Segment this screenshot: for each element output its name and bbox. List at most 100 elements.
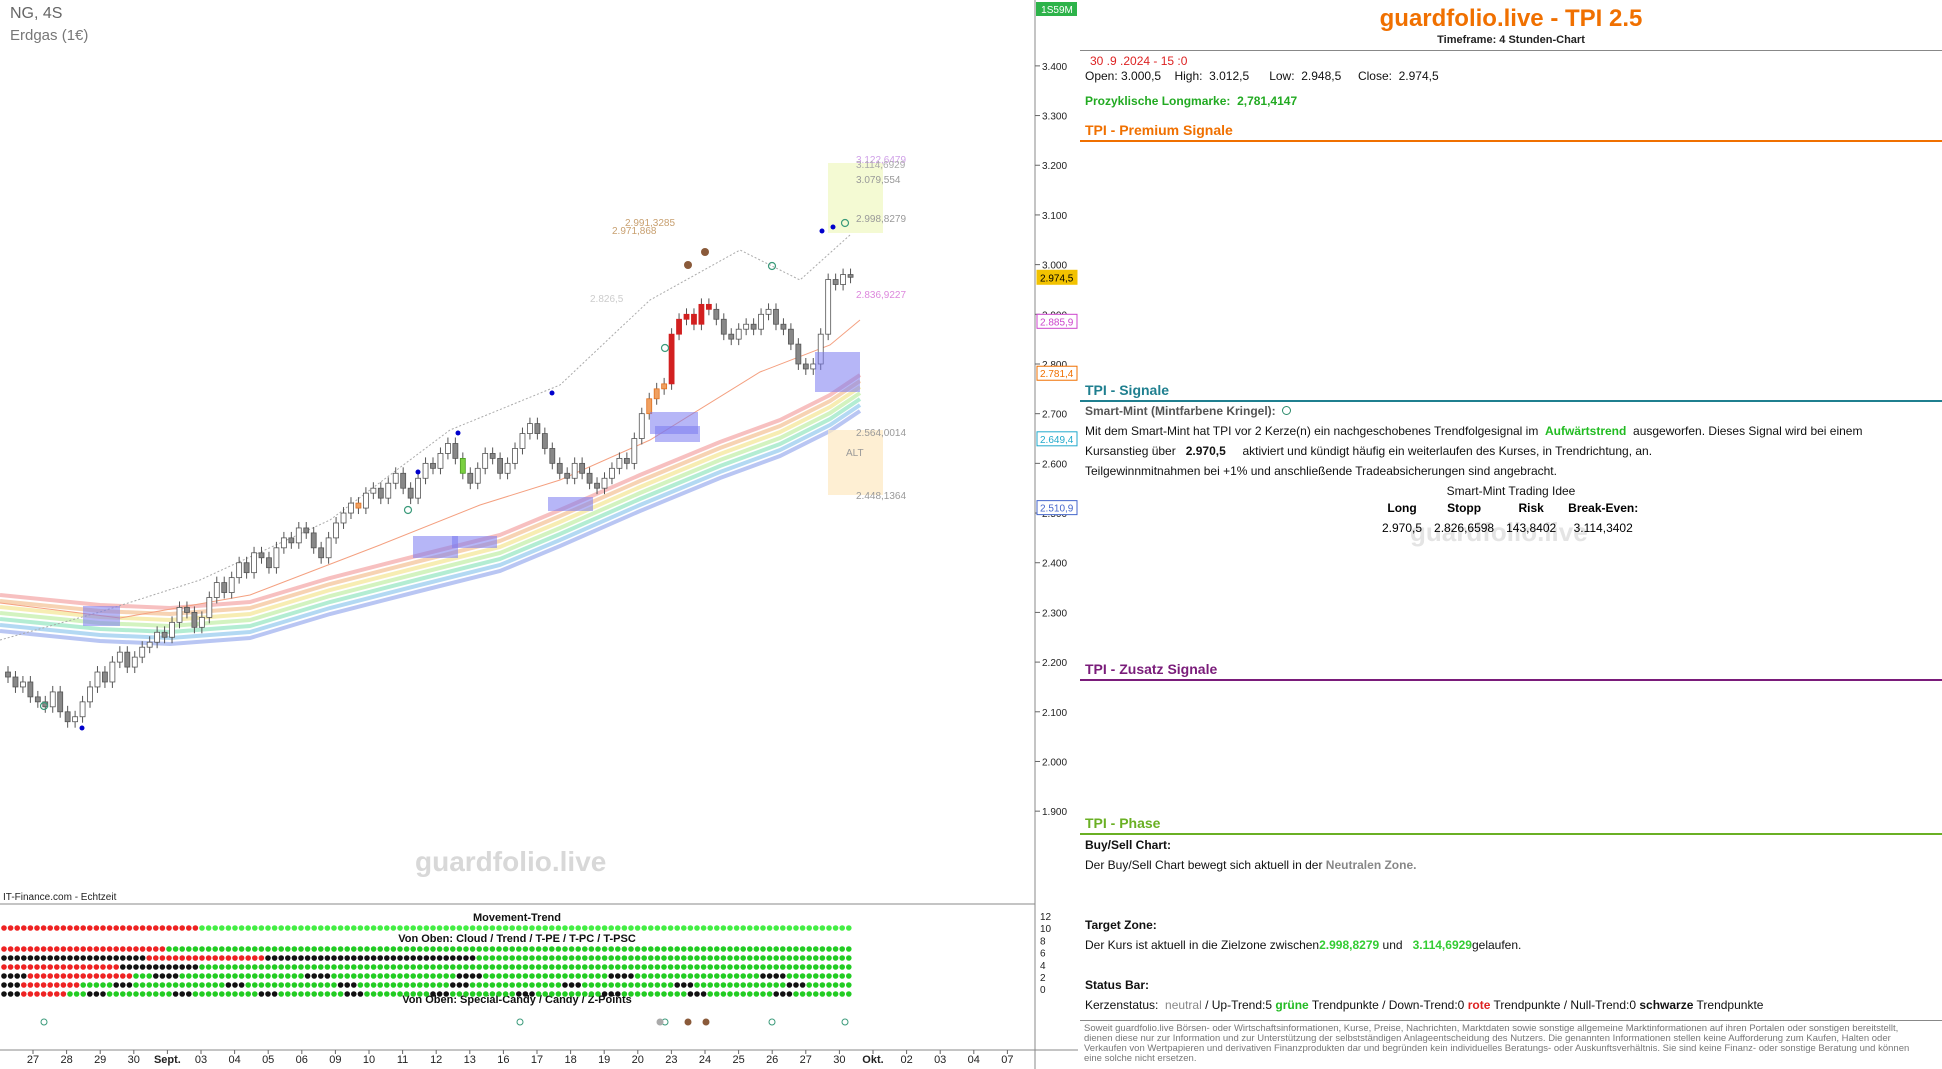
- candle-body: [489, 453, 496, 459]
- trend-dot: [106, 946, 113, 952]
- candle-body: [333, 522, 339, 539]
- trend-dot: [47, 991, 53, 997]
- trend-dot: [232, 955, 238, 961]
- x-tick-label: 26: [766, 1054, 778, 1066]
- trend-dot: [469, 925, 476, 931]
- trend-dot: [846, 991, 852, 997]
- sb-trendpunkte: Trendpunkte: [1696, 998, 1764, 1012]
- trend-dot: [172, 982, 179, 988]
- trend-dot: [351, 964, 357, 970]
- trend-dot: [357, 982, 364, 988]
- candle-body: [713, 308, 720, 320]
- trend-dot: [186, 925, 192, 931]
- trend-dot: [186, 991, 192, 997]
- candle-body: [504, 462, 511, 474]
- trend-dot: [601, 946, 608, 952]
- trend-dot: [846, 982, 852, 988]
- trend-dot: [166, 982, 172, 988]
- indicator-scale-label: 10: [1040, 924, 1052, 935]
- trend-dot: [192, 964, 199, 970]
- trend-dot: [463, 946, 469, 952]
- trend-dot: [760, 982, 766, 988]
- x-tick-label: 28: [60, 1054, 72, 1066]
- trend-dot: [773, 925, 779, 931]
- trend-dot: [192, 955, 199, 961]
- trend-dot: [60, 973, 67, 979]
- candle-body: [609, 467, 615, 479]
- trend-dot: [641, 964, 647, 970]
- chart-pane[interactable]: 1S59M3.4003.3003.2003.1003.0002.9002.800…: [0, 0, 1078, 1069]
- trend-dot: [469, 946, 476, 952]
- trend-dot: [476, 991, 483, 997]
- trend-dot: [80, 973, 86, 979]
- trend-dot: [304, 991, 311, 997]
- trend-dot: [608, 991, 614, 997]
- trend-dot: [410, 973, 417, 979]
- high-value: 3.012,5: [1209, 69, 1250, 83]
- trend-dot: [344, 973, 351, 979]
- trend-dot: [139, 955, 146, 961]
- trend-dot: [621, 925, 628, 931]
- trend-dot: [34, 973, 40, 979]
- trend-dot: [318, 955, 324, 961]
- trend-dot: [806, 973, 812, 979]
- trend-dot: [60, 964, 67, 970]
- trend-dot: [694, 982, 700, 988]
- tz-high: 3.114,6929: [1412, 938, 1472, 952]
- trend-dot: [615, 973, 621, 979]
- trend-dot: [54, 955, 60, 961]
- trend-dot: [628, 973, 634, 979]
- trend-dot: [634, 946, 641, 952]
- trend-dot: [463, 973, 469, 979]
- trend-dot: [27, 946, 34, 952]
- trend-dot: [562, 982, 568, 988]
- trend-dot: [377, 955, 384, 961]
- trend-dot: [384, 925, 390, 931]
- trend-dot: [417, 946, 423, 952]
- trend-dot: [582, 925, 588, 931]
- trend-dot: [450, 964, 456, 970]
- trend-dot: [139, 991, 146, 997]
- signal-box: [452, 536, 497, 548]
- trend-dot: [846, 946, 852, 952]
- trend-dot: [67, 955, 73, 961]
- trend-dot: [106, 991, 113, 997]
- x-tick-label: 07: [1001, 1054, 1013, 1066]
- trend-dot: [331, 964, 337, 970]
- trend-dot: [469, 964, 476, 970]
- trend-dot: [113, 925, 119, 931]
- trend-dot: [133, 964, 139, 970]
- trend-dot: [298, 925, 304, 931]
- trend-dot: [522, 973, 529, 979]
- trend-dot: [192, 982, 199, 988]
- chart-annotation: 2.448,1364: [856, 491, 906, 502]
- trend-dot: [278, 925, 285, 931]
- trend-dot: [839, 955, 845, 961]
- trend-dot: [318, 991, 324, 997]
- smart-mint-circle: [403, 505, 413, 515]
- trend-dot: [436, 982, 443, 988]
- trend-dot: [714, 991, 720, 997]
- trend-dot: [298, 946, 304, 952]
- price-chart[interactable]: 1S59M3.4003.3003.2003.1003.0002.9002.800…: [0, 0, 1078, 1069]
- trend-dot: [166, 925, 172, 931]
- trend-dot: [153, 955, 159, 961]
- trend-dot: [126, 991, 133, 997]
- candle-body: [57, 691, 64, 713]
- trend-dot: [311, 955, 318, 961]
- trend-dot: [186, 973, 192, 979]
- trend-dot: [456, 991, 463, 997]
- trend-dot: [80, 955, 86, 961]
- trend-dot: [100, 925, 106, 931]
- trend-dot: [648, 955, 654, 961]
- idea-breakeven: 3.114,3402: [1573, 521, 1633, 535]
- candy-dot: [656, 1018, 664, 1026]
- trend-dot: [634, 982, 641, 988]
- trend-dot: [628, 955, 634, 961]
- trend-dot: [370, 964, 377, 970]
- trend-dot: [291, 925, 298, 931]
- candle-body: [646, 398, 653, 415]
- trend-dot: [799, 973, 806, 979]
- candle-body: [385, 482, 392, 499]
- trend-dot: [555, 925, 562, 931]
